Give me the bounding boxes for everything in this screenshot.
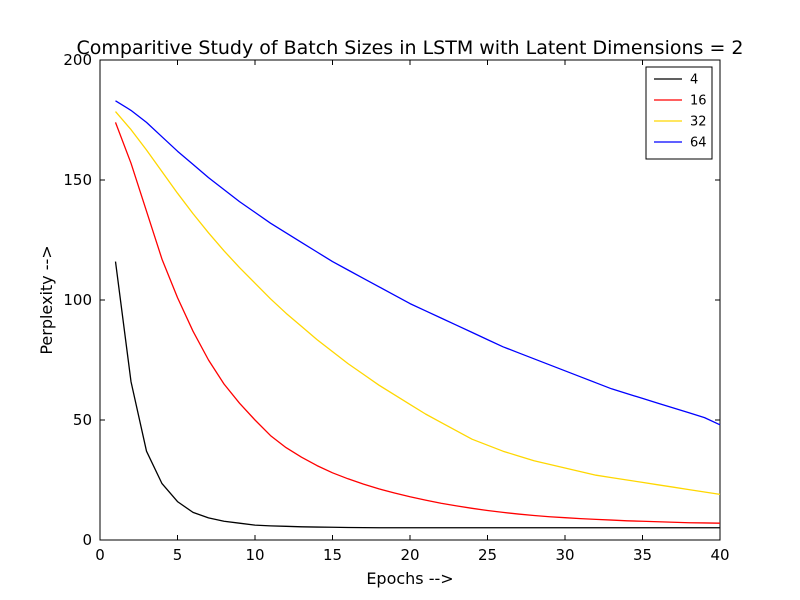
series-line-16 bbox=[114, 122, 721, 524]
x-tick-label: 20 bbox=[400, 546, 419, 564]
chart-title: Comparitive Study of Batch Sizes in LSTM… bbox=[76, 37, 743, 59]
y-tick-label: 200 bbox=[63, 51, 92, 69]
x-tick-label: 15 bbox=[323, 546, 342, 564]
legend-label-32: 32 bbox=[690, 115, 707, 130]
legend-label-4: 4 bbox=[690, 73, 698, 88]
y-axis-label: Perplexity --> bbox=[37, 245, 56, 354]
x-axis-label: Epochs --> bbox=[366, 569, 453, 588]
y-tick-label: 50 bbox=[73, 411, 92, 429]
x-tick-label: 30 bbox=[555, 546, 574, 564]
legend: 4 16 32 64 bbox=[645, 66, 713, 160]
y-tick-label: 0 bbox=[82, 531, 92, 549]
legend-label-16: 16 bbox=[690, 94, 707, 109]
x-tick-label: 35 bbox=[633, 546, 652, 564]
series-line-32 bbox=[115, 111, 721, 496]
series-line-4 bbox=[114, 261, 720, 529]
x-tick-label: 10 bbox=[245, 546, 264, 564]
x-tick-label: 40 bbox=[710, 546, 729, 564]
legend-box bbox=[645, 66, 713, 160]
series-line-64 bbox=[115, 100, 721, 426]
legend-label-64: 64 bbox=[690, 136, 707, 151]
plot-area bbox=[99, 59, 721, 541]
y-tick-label: 150 bbox=[63, 171, 92, 189]
x-tick-label: 5 bbox=[173, 546, 183, 564]
x-tick-label: 0 bbox=[95, 546, 105, 564]
plot-layer: 0 5 10 15 20 25 30 35 40 0 50 100 150 200 4 16 32 64 bbox=[63, 51, 729, 564]
x-tick-label: 25 bbox=[478, 546, 497, 564]
y-tick-label: 100 bbox=[63, 291, 92, 309]
